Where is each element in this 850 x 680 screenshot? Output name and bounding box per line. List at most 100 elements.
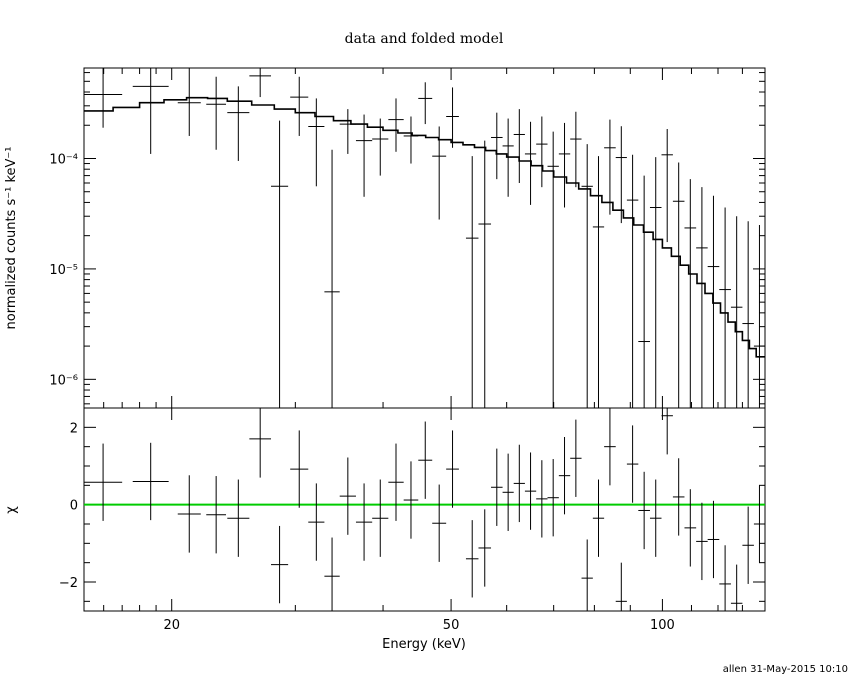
residual-point [446, 430, 459, 508]
bottom-panel-frame [83, 407, 766, 612]
footer-timestamp: allen 31-May-2015 10:10 [723, 664, 848, 675]
data-point [271, 120, 289, 408]
data-point [465, 156, 479, 408]
y-tick-label: 0 [70, 499, 78, 514]
residual-point [730, 564, 743, 611]
residual-point [638, 471, 650, 550]
residual-point [524, 452, 537, 530]
residual-point [271, 525, 289, 604]
residual-point [372, 479, 389, 557]
residual-point [465, 520, 479, 598]
data-point [290, 76, 309, 136]
data-point [132, 68, 169, 154]
data-point [403, 116, 419, 164]
data-point [753, 224, 765, 408]
y-tick-label: 2 [70, 421, 78, 436]
bottom-panel-ticks [83, 407, 766, 611]
data-point [570, 111, 582, 188]
data-point [719, 207, 731, 408]
data-point [206, 76, 227, 150]
data-point [513, 109, 525, 183]
data-point [661, 128, 673, 243]
bottom-y-tick-labels: −2 0 2 [59, 421, 78, 591]
data-point [615, 126, 627, 224]
data-point [324, 149, 340, 408]
bottom-y-axis-label: χ [4, 506, 19, 514]
data-point [446, 87, 459, 148]
data-point [432, 126, 447, 220]
data-point [536, 116, 548, 188]
data-point [604, 119, 616, 215]
residual-point [719, 545, 731, 611]
top-y-axis-label: normalized counts s⁻¹ keV⁻¹ [4, 147, 19, 330]
data-point [491, 112, 503, 180]
data-point [227, 86, 250, 161]
residual-point [339, 457, 356, 535]
top-panel: 10⁻⁶ 10⁻⁵ 10⁻⁴ normalized counts s⁻¹ keV⁻¹ [4, 67, 766, 409]
residual-point [84, 443, 123, 521]
residual-point [753, 485, 765, 563]
residual-point [249, 408, 272, 478]
data-point [696, 187, 708, 408]
residual-point [684, 489, 697, 567]
y-tick-label: −2 [59, 576, 78, 591]
data-point [372, 118, 389, 176]
data-point [339, 109, 356, 154]
data-point [684, 179, 697, 408]
residual-point [592, 479, 605, 557]
residual-point [206, 476, 227, 554]
data-point [672, 162, 685, 408]
x-tick-label: 100 [650, 618, 675, 633]
data-point [626, 154, 639, 408]
data-point [478, 140, 492, 408]
x-axis-label: Energy (keV) [382, 637, 466, 652]
residual-point [649, 479, 662, 557]
residual-point [707, 500, 720, 579]
top-panel-ticks [83, 68, 766, 408]
bottom-panel: −2 0 2 χ [4, 407, 766, 612]
residual-point [661, 408, 673, 455]
data-point [84, 68, 123, 128]
residual-point [558, 437, 571, 515]
residual-point [355, 483, 373, 561]
data-point [730, 216, 743, 408]
data-point [742, 221, 754, 408]
folded-model-line [84, 96, 765, 358]
residual-point [513, 444, 525, 523]
residual-point [570, 419, 582, 497]
y-tick-label: 10⁻⁶ [49, 373, 78, 388]
residual-point [227, 479, 250, 557]
residual-point [615, 562, 627, 611]
top-panel-frame [83, 67, 766, 409]
residual-point [132, 442, 169, 521]
x-tick-label: 50 [443, 618, 460, 633]
residual-point [290, 430, 309, 508]
data-point [418, 82, 433, 125]
residual-point [626, 425, 639, 503]
x-tick-label: 20 [163, 618, 180, 633]
data-point [581, 144, 593, 408]
residual-point [547, 459, 559, 537]
data-point [308, 98, 325, 187]
residual-point [432, 484, 447, 562]
residual-point [324, 537, 340, 611]
data-point [388, 98, 404, 152]
residual-point [696, 502, 708, 581]
residual-point [502, 453, 514, 531]
residual-point [536, 460, 548, 538]
data-point [638, 175, 650, 408]
residual-point [403, 461, 419, 539]
residual-point [478, 509, 492, 587]
data-point [177, 68, 201, 136]
residual-point [388, 443, 404, 521]
data-point [355, 114, 373, 197]
y-tick-label: 10⁻⁵ [49, 263, 78, 278]
residual-point [581, 539, 593, 611]
residual-point [491, 448, 503, 526]
y-tick-label: 10⁻⁴ [49, 152, 78, 167]
data-point [649, 157, 662, 408]
residual-point [604, 408, 616, 486]
chart-title: data and folded model [345, 31, 504, 47]
residual-points [84, 408, 765, 611]
